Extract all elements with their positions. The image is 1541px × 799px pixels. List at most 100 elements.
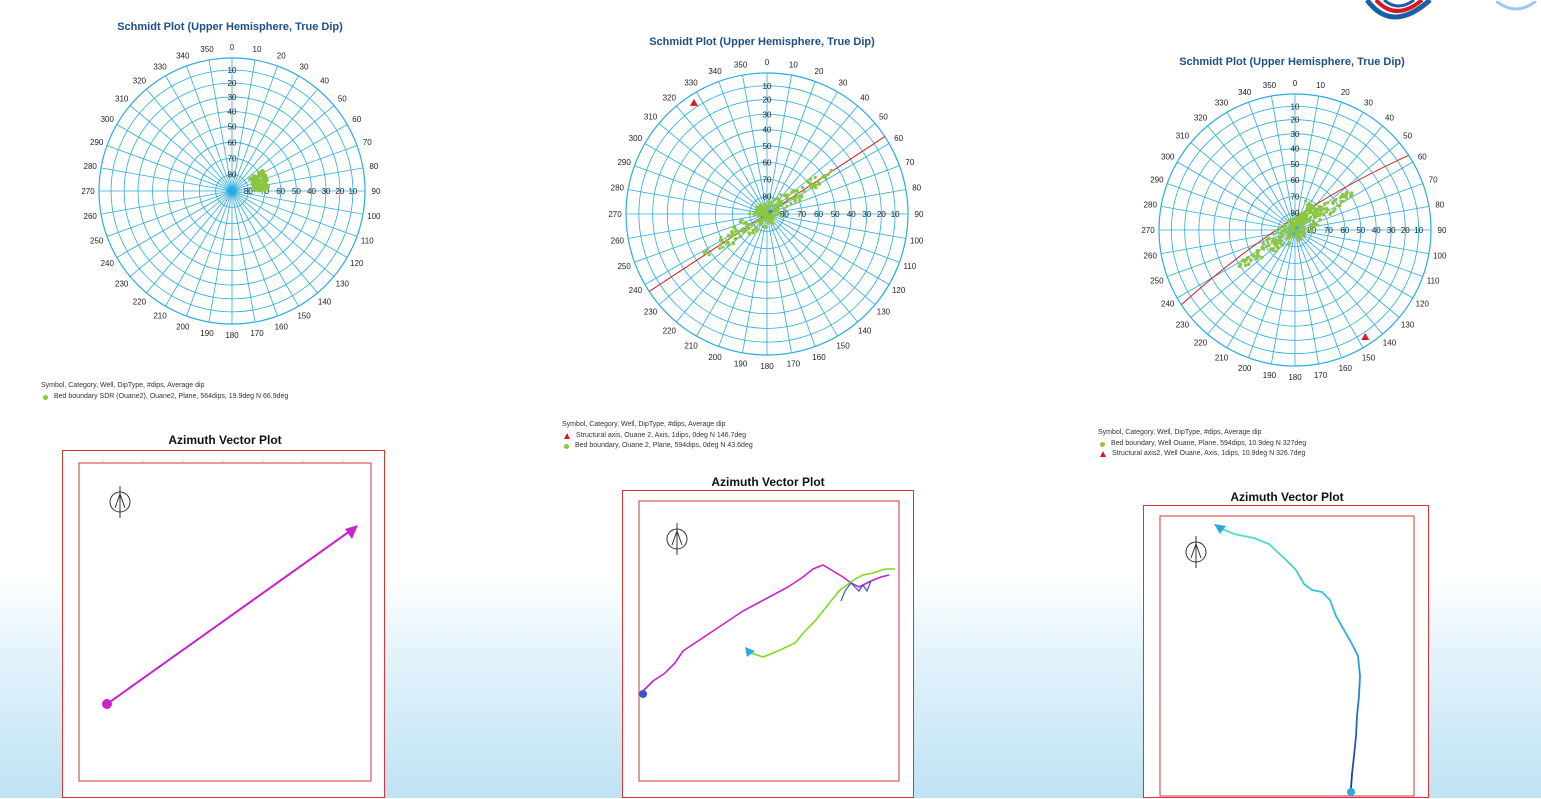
- azimuth-tick-label: 300: [101, 115, 115, 124]
- azimuth-grid-line: [231, 190, 348, 258]
- azimuth-tick-label: 80: [369, 162, 378, 171]
- dip-point: [1334, 197, 1338, 201]
- azimuth-tick-label: 160: [812, 353, 826, 362]
- azimuth-grid-line: [1161, 205, 1296, 231]
- dip-point: [1304, 215, 1309, 220]
- dip-point: [776, 204, 780, 208]
- azimuth-grid-line: [1270, 229, 1296, 364]
- azimuth-grid-line: [766, 123, 876, 215]
- well-vector-path-green: [750, 568, 895, 658]
- azimuth-grid-line: [186, 190, 233, 317]
- azimuth-grid-line: [231, 190, 335, 277]
- dip-point: [1340, 195, 1344, 199]
- dip-point: [785, 204, 789, 208]
- dip-point: [1319, 208, 1323, 212]
- azimuth-grid-line: [742, 75, 768, 215]
- azimuth-tick-label: 190: [1263, 371, 1277, 380]
- azimuth-grid-line: [106, 190, 233, 237]
- azimuth-grid-line: [644, 143, 768, 215]
- company-logo: [1362, 0, 1442, 26]
- dip-point: [796, 191, 800, 195]
- azimuth-tick-label: 300: [1161, 153, 1175, 162]
- dip-tick-label: 50: [228, 123, 237, 132]
- dip-point: [721, 245, 725, 249]
- dip-point: [759, 217, 763, 222]
- dip-point: [761, 216, 766, 220]
- azimuth-grid-line: [165, 75, 233, 192]
- dip-tick-label: 10: [1291, 102, 1300, 111]
- azimuth-tick-label: 320: [663, 94, 677, 103]
- azimuth-tick-label: 110: [903, 262, 916, 271]
- azimuth-tick-label: 320: [133, 77, 147, 86]
- dip-point: [1247, 262, 1251, 266]
- azimuth-tick-label: 300: [629, 134, 643, 143]
- azimuth-tick-label: 190: [734, 360, 748, 369]
- dip-point: [757, 208, 761, 212]
- azimuth-grid-line: [231, 190, 364, 215]
- dip-tick-label: 50: [1356, 226, 1365, 235]
- dip-point: [800, 185, 805, 189]
- azimuth-grid-line: [634, 165, 768, 215]
- dip-point: [1277, 235, 1281, 239]
- dip-point: [811, 183, 815, 187]
- dip-point: [1310, 228, 1314, 232]
- dip-point: [765, 216, 769, 220]
- azimuth-tick-label: 200: [708, 353, 722, 362]
- azimuth-tick-label: 120: [1416, 300, 1430, 309]
- dip-tick-label: 20: [335, 187, 344, 196]
- well-vector-path-blue: [840, 580, 872, 602]
- dip-point: [1274, 241, 1278, 245]
- azimuth-tick-label: 90: [915, 210, 924, 219]
- azimuth-tick-label: 160: [1339, 364, 1353, 373]
- dip-tick-label: 30: [1387, 226, 1396, 235]
- azimuth-tick-label: 30: [839, 78, 848, 87]
- dip-point: [1296, 220, 1300, 225]
- azimuth-tick-label: 60: [1418, 153, 1427, 162]
- stereonet-1-legend: Symbol, Category, Well, DipType, #dips, …: [41, 381, 288, 402]
- dip-point: [802, 190, 807, 194]
- dip-point: [1284, 230, 1288, 234]
- dip-point: [1244, 263, 1248, 268]
- dip-point: [772, 198, 776, 202]
- dip-tick-label: 70: [228, 154, 237, 163]
- azimuth-tick-label: 130: [336, 280, 350, 289]
- dip-point: [805, 179, 809, 183]
- dip-point: [1318, 218, 1322, 222]
- dip-point: [1261, 245, 1265, 249]
- dip-point: [1274, 249, 1278, 253]
- azimuth-grid-line: [129, 190, 233, 277]
- dip-point: [800, 194, 804, 198]
- dip-tick-label: 80: [780, 210, 789, 219]
- dip-point: [1305, 213, 1309, 217]
- dip-point: [733, 237, 737, 241]
- azimuth-tick-label: 60: [894, 134, 903, 143]
- azimuth-tick-label: 220: [1194, 339, 1208, 348]
- azimuth-tick-label: 330: [1215, 99, 1229, 108]
- azimuth-tick-label: 120: [350, 259, 364, 268]
- dip-point: [748, 212, 752, 216]
- dip-point: [1298, 224, 1302, 228]
- vector-plot-1: [62, 450, 385, 798]
- azimuth-grid-line: [766, 75, 792, 215]
- dip-point: [1344, 196, 1348, 200]
- legend-header: Symbol, Category, Well, DipType, #dips, …: [1098, 429, 1262, 436]
- dip-point: [1274, 229, 1278, 233]
- azimuth-tick-label: 330: [153, 62, 167, 71]
- dip-point: [1286, 236, 1290, 240]
- azimuth-grid-line: [1207, 229, 1296, 335]
- azimuth-tick-label: 230: [644, 308, 658, 317]
- dip-point: [1272, 232, 1276, 236]
- dip-point: [733, 229, 738, 233]
- dip-point: [754, 226, 758, 230]
- azimuth-grid-line: [146, 88, 233, 192]
- azimuth-tick-label: 100: [1433, 252, 1447, 261]
- azimuth-tick-label: 240: [629, 286, 643, 295]
- logo-fragment-icon: [1495, 0, 1541, 12]
- azimuth-tick-label: 100: [367, 212, 381, 221]
- azimuth-grid-line: [766, 213, 906, 239]
- north-arrow-icon: [109, 486, 131, 518]
- dip-point: [257, 172, 261, 176]
- azimuth-tick-label: 350: [734, 60, 748, 69]
